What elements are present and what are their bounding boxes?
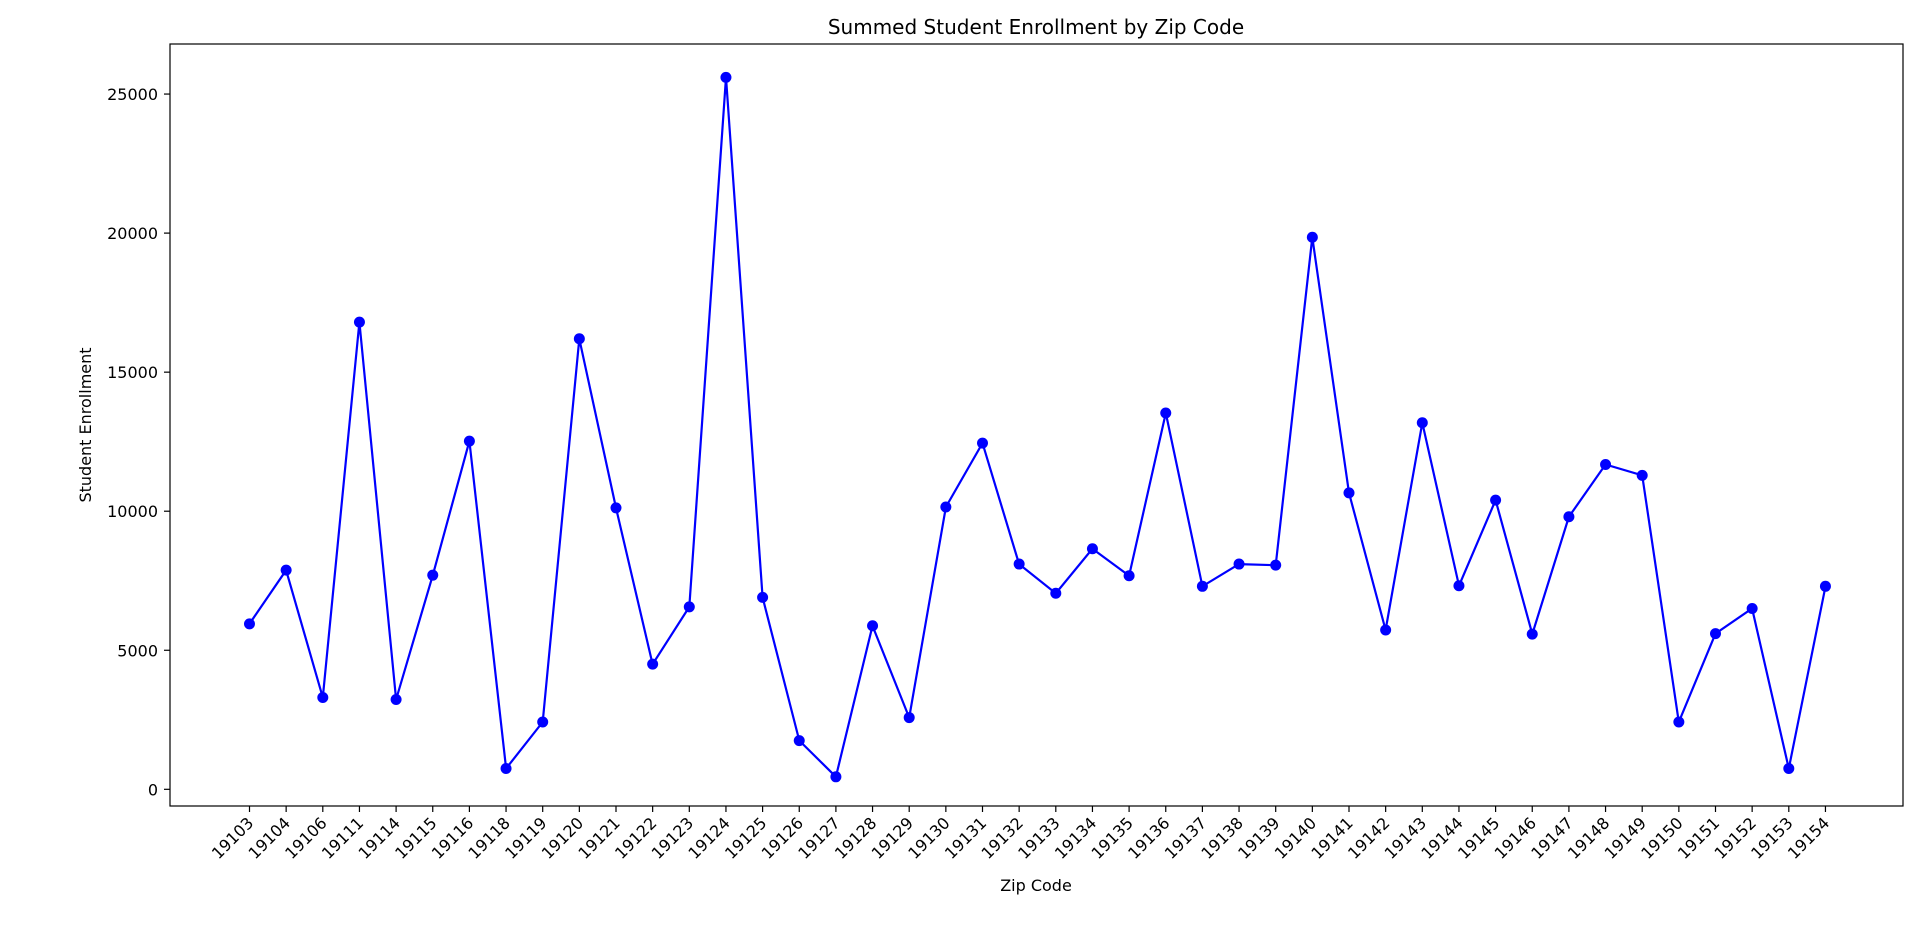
data-point bbox=[1783, 762, 1795, 774]
data-point bbox=[353, 316, 365, 328]
data-point bbox=[500, 762, 512, 774]
data-point bbox=[793, 735, 805, 747]
data-point bbox=[683, 601, 695, 613]
data-point bbox=[1710, 628, 1721, 640]
data-point bbox=[647, 658, 659, 670]
y-axis-title: Student Enrollment bbox=[76, 347, 95, 502]
data-point bbox=[757, 591, 769, 603]
data-point bbox=[1380, 624, 1392, 636]
data-point bbox=[940, 501, 952, 513]
data-point bbox=[977, 437, 988, 449]
data-point bbox=[1636, 469, 1648, 481]
y-tick-label: 10000 bbox=[107, 502, 158, 521]
y-tick-label: 20000 bbox=[107, 224, 158, 243]
data-point bbox=[390, 693, 402, 705]
data-point bbox=[317, 692, 329, 704]
data-point bbox=[1233, 558, 1245, 570]
data-point bbox=[867, 620, 879, 632]
data-point bbox=[537, 716, 549, 728]
data-point bbox=[1050, 587, 1062, 599]
series-line bbox=[248, 77, 1827, 779]
data-point bbox=[1013, 558, 1025, 570]
data-point bbox=[1416, 417, 1428, 429]
plot-frame bbox=[169, 43, 1904, 807]
data-point bbox=[720, 71, 732, 83]
data-point bbox=[1306, 231, 1318, 243]
data-point bbox=[1819, 580, 1831, 592]
y-tick-label: 15000 bbox=[107, 363, 158, 382]
data-point bbox=[1343, 487, 1355, 499]
data-point bbox=[573, 333, 585, 345]
data-point bbox=[463, 435, 475, 447]
chart-title: Summed Student Enrollment by Zip Code bbox=[828, 15, 1244, 39]
data-point bbox=[1746, 603, 1758, 615]
data-point bbox=[1270, 559, 1282, 571]
data-point bbox=[1563, 511, 1575, 523]
data-point bbox=[1123, 570, 1135, 582]
y-axis: 0 5000 10000 15000 20000 25000 bbox=[107, 85, 170, 799]
data-point bbox=[244, 618, 255, 630]
data-point bbox=[1673, 716, 1685, 728]
data-point bbox=[1453, 580, 1465, 592]
data-point bbox=[610, 502, 622, 514]
x-tick-label: 19154 bbox=[1784, 813, 1833, 862]
data-point bbox=[1160, 407, 1172, 419]
data-point bbox=[1490, 494, 1502, 506]
x-axis-title: Zip Code bbox=[1000, 876, 1072, 895]
data-point bbox=[427, 569, 439, 581]
data-point bbox=[280, 564, 292, 576]
y-tick-label: 25000 bbox=[107, 85, 158, 104]
data-point bbox=[1086, 543, 1098, 555]
data-point bbox=[903, 712, 915, 724]
y-tick-label: 0 bbox=[148, 780, 158, 799]
y-tick-label: 5000 bbox=[117, 641, 158, 660]
data-point bbox=[1526, 628, 1538, 640]
data-point bbox=[830, 771, 842, 783]
x-axis: 1910319104191061911119114191151911619118… bbox=[208, 806, 1833, 863]
plot-area bbox=[169, 43, 1904, 807]
data-point bbox=[1196, 580, 1208, 592]
data-point bbox=[1600, 458, 1612, 470]
